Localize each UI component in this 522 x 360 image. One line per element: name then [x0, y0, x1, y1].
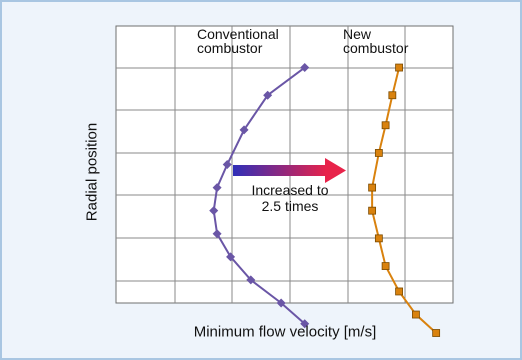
plot-area [115, 25, 454, 304]
x-axis-label: Minimum flow velocity [m/s] [193, 323, 377, 341]
data-point-series1-6 [209, 206, 219, 216]
data-point-series2-9 [395, 287, 403, 296]
grid-lines [116, 26, 453, 303]
data-point-series1-5 [212, 183, 222, 193]
series-label-conventional: Conventional combustor [197, 26, 279, 56]
data-point-series1-9 [246, 275, 256, 285]
data-point-series2-5 [368, 183, 377, 192]
data-point-series2-6 [368, 206, 377, 215]
data-point-series2-2 [388, 91, 397, 100]
series-layer [209, 63, 441, 337]
y-axis-label: Radial position [83, 122, 101, 222]
data-point-series2-11 [432, 329, 441, 337]
data-point-series2-3 [381, 121, 390, 130]
data-point-series1-7 [212, 229, 222, 239]
data-point-series2-4 [374, 149, 383, 157]
data-point-series1-4 [222, 160, 232, 169]
series-label-new: New combustor [343, 26, 409, 56]
data-point-series1-3 [239, 125, 249, 135]
data-point-series2-1 [395, 63, 403, 72]
data-point-series1-11 [300, 319, 310, 329]
data-point-series2-10 [412, 310, 420, 319]
data-point-series2-7 [374, 234, 383, 243]
increase-arrow [233, 158, 346, 183]
data-point-series1-10 [276, 298, 286, 308]
data-point-series1-8 [226, 252, 236, 262]
data-point-series1-1 [300, 63, 310, 73]
data-point-series1-2 [263, 90, 273, 100]
data-point-series2-8 [381, 262, 390, 270]
increase-annotation: Increased to 2.5 times [251, 182, 329, 214]
